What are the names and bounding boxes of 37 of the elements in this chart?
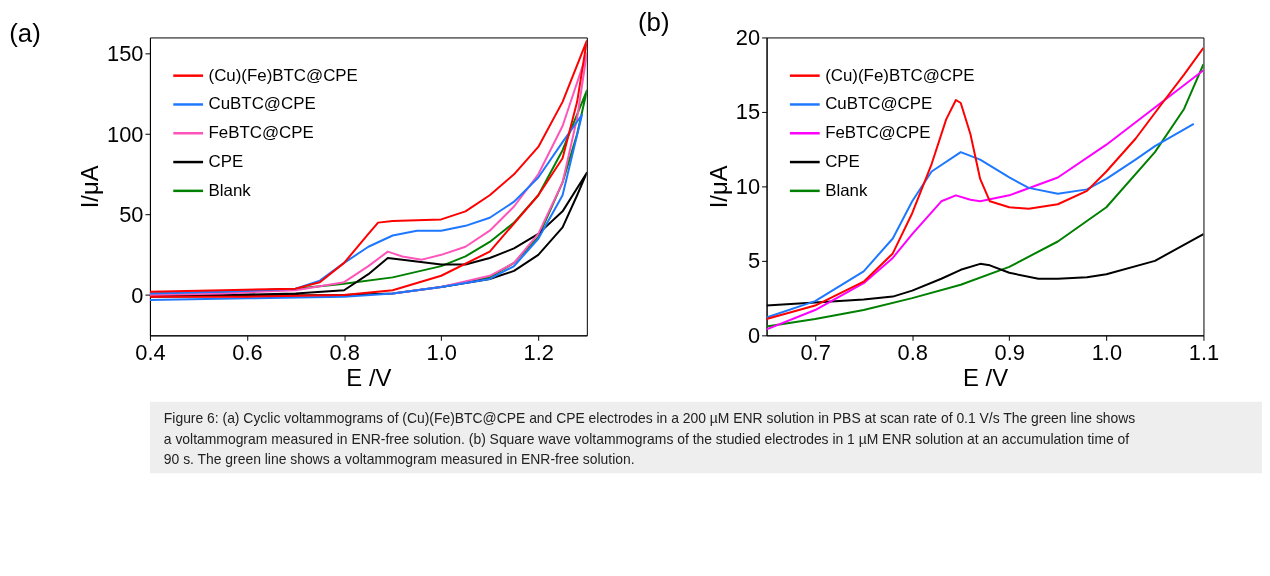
y-tick-label: 150 [107,41,144,66]
legend-label: Blank [825,180,868,200]
x-tick-label: 0.9 [994,339,1025,365]
y-axis-title: I/μA [76,165,104,209]
x-tick-label: 0.8 [897,339,928,365]
y-tick-label: 0 [747,322,761,348]
legend-label: FeBTC@CPE [825,123,931,143]
x-tick-label: 0.7 [800,339,831,365]
x-tick-label: 1.1 [1188,339,1220,365]
x-axis-title: E /V [963,364,1009,392]
legend-label: FeBTC@CPE [208,123,314,143]
x-tick-label: 1.0 [1091,339,1123,365]
y-tick-label: 100 [107,121,144,147]
y-tick-label: 20 [735,24,761,50]
y-tick-label: 50 [119,202,144,228]
line-series [766,122,1195,319]
chart-title: (b) [638,8,670,37]
x-tick-label: 1.0 [426,339,457,365]
legend-label: (Cu)(Fe)BTC@CPE [208,65,358,85]
legend-label: (Cu)(Fe)BTC@CPE [825,65,975,85]
y-tick-label: 10 [735,173,761,199]
y-axis-title: I/μA [704,165,732,209]
y-tick-label: 5 [747,248,761,274]
legend-label: CPE [825,152,860,172]
y-tick-label: 0 [131,282,144,308]
x-tick-label: 0.8 [329,339,360,365]
x-tick-label: 0.4 [135,339,166,365]
legend-label: CuBTC@CPE [208,94,316,114]
y-tick-label: 15 [735,99,761,125]
legend-label: CPE [208,152,244,172]
x-axis-title: E /V [346,364,392,392]
chart-title: (a) [9,19,41,48]
x-tick-label: 1.2 [523,339,554,365]
x-tick-label: 0.6 [232,339,263,365]
caption: Figure 6: (a) Cyclic voltammograms of (Cu)(Fe)BTC@CPE and CPE electrodes in a 200 µM ENR solution in PBS at scan rate of 0.1 V/s The green line shows a voltammogram measured in ENR-free solution. (b) Square wave voltammograms of the studied electrodes in 1 µM ENR solution at an accumulation time of 90 s. The green line shows a voltammogram measured in ENR-free solution. [163,409,1136,468]
legend-label: Blank [208,180,252,200]
legend-label: CuBTC@CPE [825,94,933,114]
